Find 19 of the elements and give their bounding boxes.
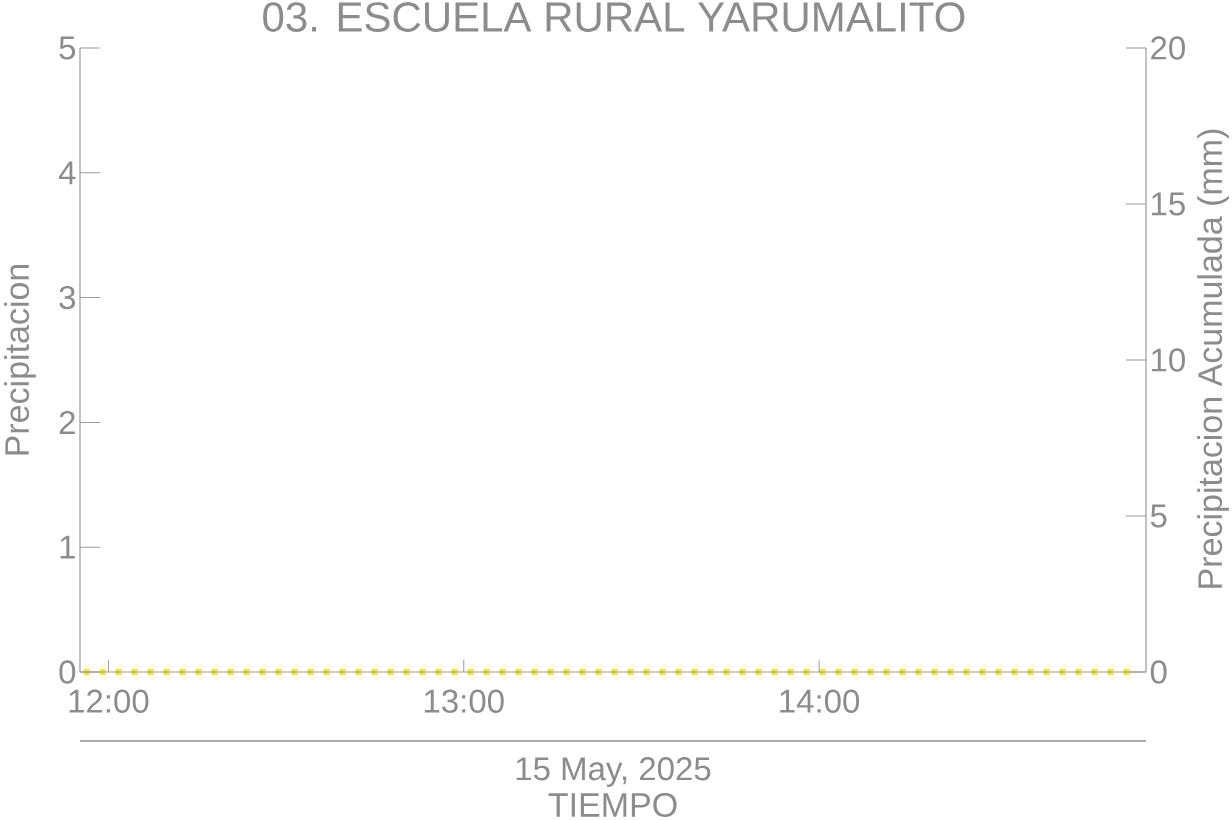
- y-tick-label: 2: [59, 410, 75, 434]
- y2-tick-label: 5: [1150, 504, 1167, 528]
- y-tick-label: 0: [59, 660, 76, 684]
- y2-axis-title: Precipitacion Acumulada (mm): [1197, 129, 1229, 588]
- text: 15 May, 2025: [516, 757, 711, 787]
- y2-tick-label: 10: [1152, 348, 1185, 372]
- y-tick-label: 3: [59, 285, 76, 310]
- chart-title: 03. ESCUELA RURAL YARUMALITO: [263, 2, 965, 32]
- y-tick-label: 5: [59, 36, 76, 60]
- y-tick-label: 4: [58, 161, 76, 185]
- y2-tick-label: 15: [1152, 192, 1185, 216]
- y-tick-label: 1: [60, 535, 75, 559]
- x-tick-label: 12:00: [69, 689, 149, 713]
- y-axis-title: Precipitacion: [4, 264, 36, 455]
- y2-tick-label: 20: [1151, 36, 1185, 60]
- x-tick-label: 13:00: [424, 689, 504, 713]
- x-tick-label: 14:00: [780, 689, 860, 713]
- x-axis-title: TIEMPO: [548, 792, 677, 818]
- y2-tick-label: 0: [1150, 660, 1167, 684]
